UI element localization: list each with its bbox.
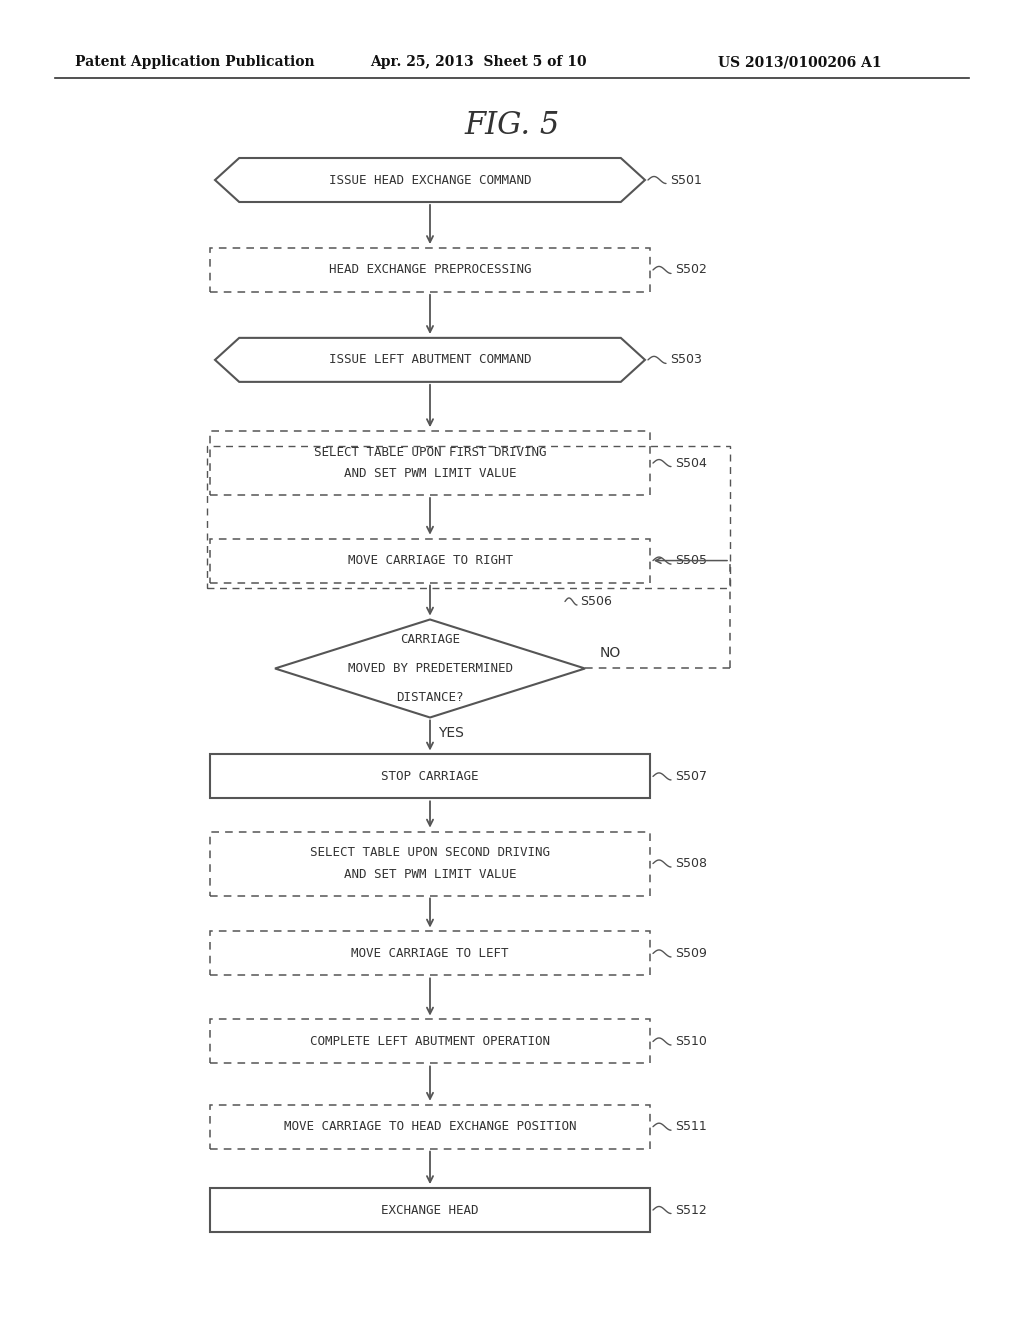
Text: S508: S508 <box>675 857 707 870</box>
Text: S509: S509 <box>675 946 707 960</box>
Text: S503: S503 <box>670 354 701 367</box>
Text: S510: S510 <box>675 1035 707 1048</box>
Text: YES: YES <box>438 726 464 741</box>
Text: STOP CARRIAGE: STOP CARRIAGE <box>381 770 479 783</box>
Text: S512: S512 <box>675 1204 707 1217</box>
Text: DISTANCE?: DISTANCE? <box>396 692 464 705</box>
Text: US 2013/0100206 A1: US 2013/0100206 A1 <box>718 55 882 69</box>
Text: S502: S502 <box>675 264 707 276</box>
Text: SELECT TABLE UPON FIRST DRIVING: SELECT TABLE UPON FIRST DRIVING <box>313 446 546 459</box>
Text: S501: S501 <box>670 173 701 186</box>
Text: MOVE CARRIAGE TO LEFT: MOVE CARRIAGE TO LEFT <box>351 946 509 960</box>
Text: S504: S504 <box>675 457 707 470</box>
Text: HEAD EXCHANGE PREPROCESSING: HEAD EXCHANGE PREPROCESSING <box>329 264 531 276</box>
Text: MOVE CARRIAGE TO HEAD EXCHANGE POSITION: MOVE CARRIAGE TO HEAD EXCHANGE POSITION <box>284 1121 577 1133</box>
Text: EXCHANGE HEAD: EXCHANGE HEAD <box>381 1204 479 1217</box>
Text: S511: S511 <box>675 1121 707 1133</box>
Text: Patent Application Publication: Patent Application Publication <box>75 55 314 69</box>
Text: ISSUE LEFT ABUTMENT COMMAND: ISSUE LEFT ABUTMENT COMMAND <box>329 354 531 367</box>
Text: SELECT TABLE UPON SECOND DRIVING: SELECT TABLE UPON SECOND DRIVING <box>310 846 550 859</box>
Text: MOVE CARRIAGE TO RIGHT: MOVE CARRIAGE TO RIGHT <box>347 554 512 568</box>
Text: Apr. 25, 2013  Sheet 5 of 10: Apr. 25, 2013 Sheet 5 of 10 <box>370 55 587 69</box>
Text: S507: S507 <box>675 770 707 783</box>
Text: ISSUE HEAD EXCHANGE COMMAND: ISSUE HEAD EXCHANGE COMMAND <box>329 173 531 186</box>
Text: S506: S506 <box>580 595 612 609</box>
Text: AND SET PWM LIMIT VALUE: AND SET PWM LIMIT VALUE <box>344 867 516 880</box>
Text: AND SET PWM LIMIT VALUE: AND SET PWM LIMIT VALUE <box>344 467 516 480</box>
Text: CARRIAGE: CARRIAGE <box>400 632 460 645</box>
Text: NO: NO <box>600 647 622 660</box>
Text: COMPLETE LEFT ABUTMENT OPERATION: COMPLETE LEFT ABUTMENT OPERATION <box>310 1035 550 1048</box>
Text: MOVED BY PREDETERMINED: MOVED BY PREDETERMINED <box>347 663 512 675</box>
Text: S505: S505 <box>675 554 707 568</box>
Text: FIG. 5: FIG. 5 <box>464 110 560 140</box>
